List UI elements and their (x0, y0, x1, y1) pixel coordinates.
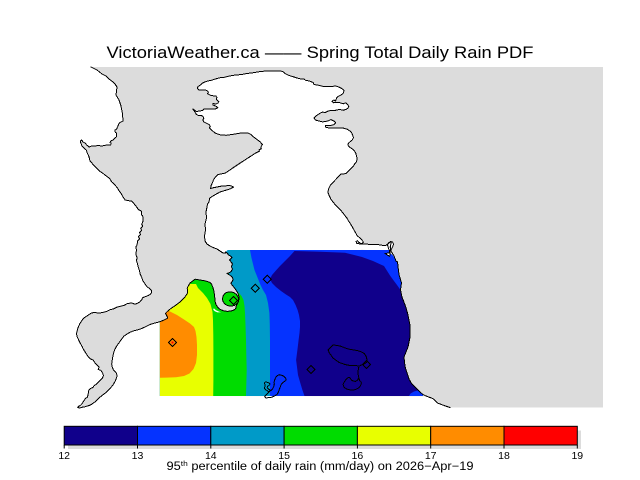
svg-text:16: 16 (352, 450, 364, 462)
svg-text:14: 14 (205, 450, 217, 462)
svg-text:VictoriaWeather.ca —— Spring T: VictoriaWeather.ca —— Spring Total Daily… (107, 43, 534, 62)
svg-text:18: 18 (498, 450, 510, 462)
svg-text:17: 17 (425, 450, 437, 462)
svg-text:15: 15 (278, 450, 290, 462)
svg-text:13: 13 (132, 450, 144, 462)
svg-text:12: 12 (58, 450, 70, 462)
svg-text:19: 19 (571, 450, 583, 462)
